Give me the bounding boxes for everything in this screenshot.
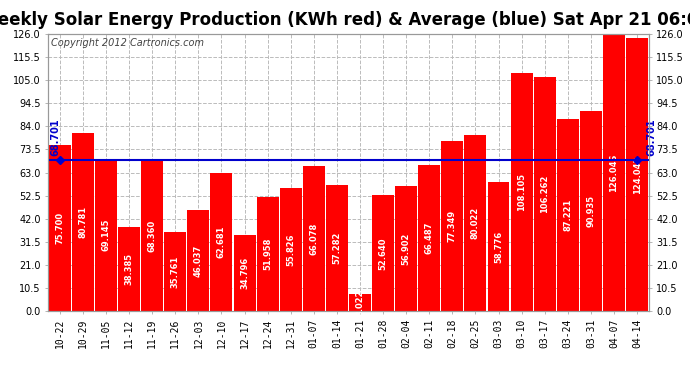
Bar: [326, 185, 348, 311]
Text: 56.902: 56.902: [402, 232, 411, 265]
Bar: [234, 235, 255, 311]
Bar: [72, 134, 94, 311]
Text: 126.046: 126.046: [609, 153, 618, 192]
Text: 106.262: 106.262: [540, 175, 549, 213]
Text: 51.958: 51.958: [263, 238, 272, 270]
Bar: [626, 38, 648, 311]
Text: 80.022: 80.022: [471, 207, 480, 239]
Bar: [488, 182, 509, 311]
Text: 108.105: 108.105: [517, 173, 526, 211]
Text: 90.935: 90.935: [586, 195, 595, 227]
Bar: [49, 144, 71, 311]
Text: 62.681: 62.681: [217, 226, 226, 258]
Text: 87.221: 87.221: [563, 199, 572, 231]
Bar: [257, 197, 279, 311]
Bar: [118, 227, 140, 311]
Bar: [603, 34, 625, 311]
Bar: [442, 141, 463, 311]
Text: 69.145: 69.145: [101, 219, 110, 251]
Bar: [511, 73, 533, 311]
Text: 80.781: 80.781: [79, 206, 88, 238]
Bar: [557, 119, 579, 311]
Text: 46.037: 46.037: [194, 244, 203, 277]
Bar: [349, 294, 371, 311]
Bar: [418, 165, 440, 311]
Bar: [164, 232, 186, 311]
Bar: [303, 166, 325, 311]
Text: 66.487: 66.487: [425, 222, 434, 254]
Text: 35.761: 35.761: [171, 256, 180, 288]
Text: Weekly Solar Energy Production (KWh red) & Average (blue) Sat Apr 21 06:07: Weekly Solar Energy Production (KWh red)…: [0, 11, 690, 29]
Text: Copyright 2012 Cartronics.com: Copyright 2012 Cartronics.com: [51, 38, 204, 48]
Text: 57.282: 57.282: [333, 232, 342, 264]
Text: 66.078: 66.078: [309, 222, 318, 255]
Text: 58.776: 58.776: [494, 230, 503, 262]
Bar: [279, 188, 302, 311]
Bar: [141, 161, 163, 311]
Bar: [95, 159, 117, 311]
Text: 124.043: 124.043: [633, 156, 642, 194]
Text: 68.701: 68.701: [50, 118, 61, 156]
Text: 75.700: 75.700: [55, 212, 64, 244]
Text: 8.022: 8.022: [355, 289, 364, 316]
Bar: [372, 195, 394, 311]
Bar: [580, 111, 602, 311]
Text: 34.796: 34.796: [240, 257, 249, 289]
Bar: [210, 173, 233, 311]
Bar: [188, 210, 209, 311]
Text: 68.701: 68.701: [647, 118, 656, 156]
Text: 77.349: 77.349: [448, 210, 457, 242]
Text: 52.640: 52.640: [379, 237, 388, 270]
Bar: [395, 186, 417, 311]
Bar: [464, 135, 486, 311]
Text: 38.385: 38.385: [125, 253, 134, 285]
Text: 68.360: 68.360: [148, 220, 157, 252]
Text: 55.826: 55.826: [286, 234, 295, 266]
Bar: [534, 77, 555, 311]
